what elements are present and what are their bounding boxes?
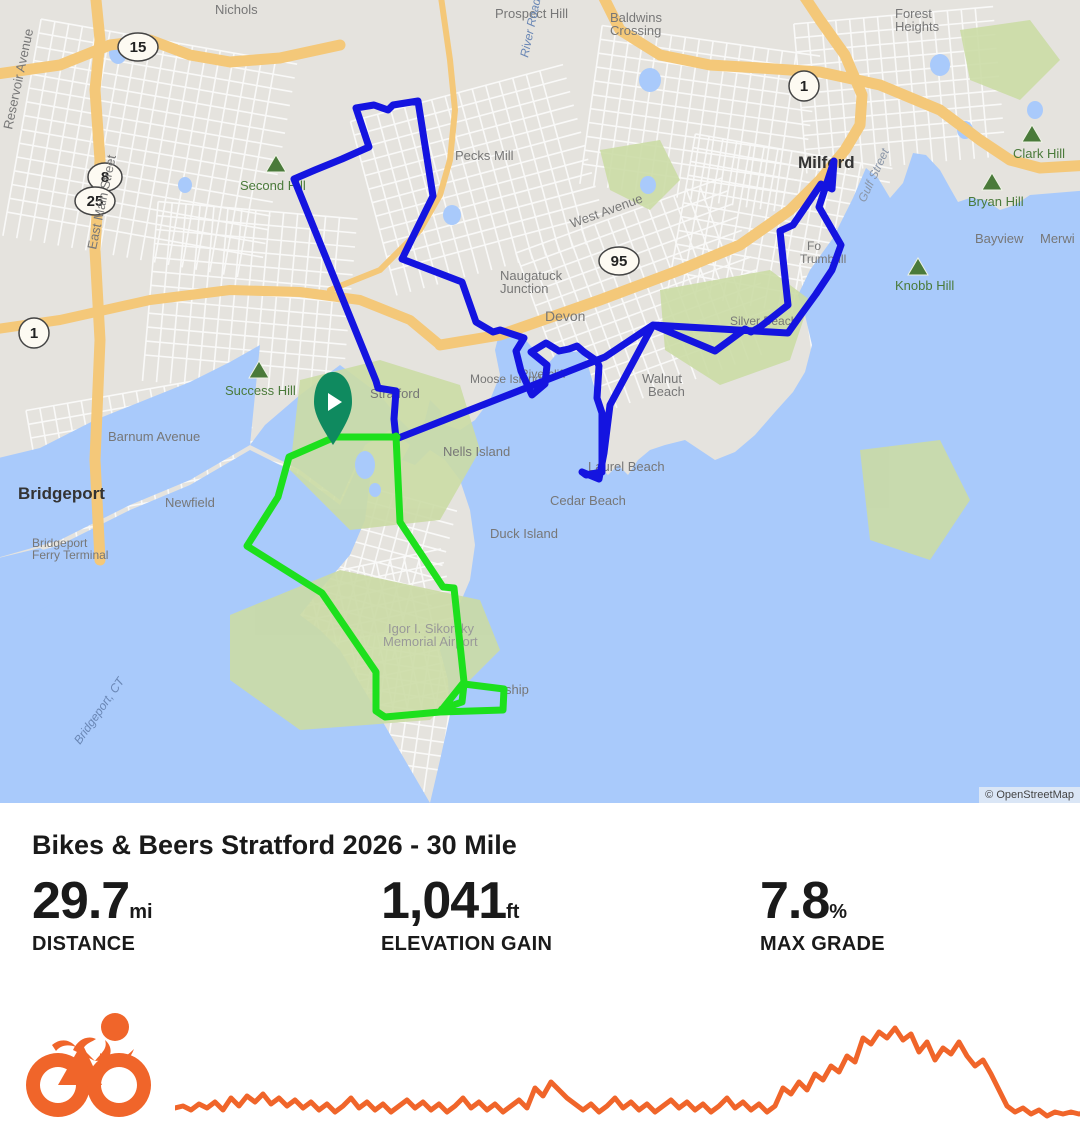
svg-text:Duck Island: Duck Island xyxy=(490,526,558,541)
svg-text:Crossing: Crossing xyxy=(610,23,661,38)
svg-text:Fo: Fo xyxy=(807,239,821,253)
svg-text:Beach: Beach xyxy=(648,384,685,399)
svg-text:Milford: Milford xyxy=(798,153,855,172)
svg-text:Devon: Devon xyxy=(545,308,585,324)
svg-text:15: 15 xyxy=(130,39,147,56)
svg-text:Heights: Heights xyxy=(895,19,940,34)
svg-text:ship: ship xyxy=(505,682,529,697)
svg-text:Pecks Mill: Pecks Mill xyxy=(455,148,514,163)
svg-text:Bridgeport: Bridgeport xyxy=(18,484,105,503)
svg-text:Nichols: Nichols xyxy=(215,2,258,17)
svg-text:Bayview: Bayview xyxy=(975,231,1024,246)
svg-text:Ferry Terminal: Ferry Terminal xyxy=(32,548,108,562)
svg-text:Junction: Junction xyxy=(500,281,548,296)
svg-text:95: 95 xyxy=(611,253,628,270)
svg-text:Clark Hill: Clark Hill xyxy=(1013,146,1065,161)
svg-text:Cedar Beach: Cedar Beach xyxy=(550,493,626,508)
svg-text:Nells Island: Nells Island xyxy=(443,444,510,459)
svg-text:Newfield: Newfield xyxy=(165,495,215,510)
svg-text:Success Hill: Success Hill xyxy=(225,383,296,398)
svg-text:Knobb Hill: Knobb Hill xyxy=(895,278,954,293)
svg-text:1: 1 xyxy=(30,325,38,342)
svg-text:Bryan Hill: Bryan Hill xyxy=(968,194,1024,209)
svg-text:Merwi: Merwi xyxy=(1040,231,1075,246)
svg-text:1: 1 xyxy=(800,78,808,95)
svg-text:Memorial Airport: Memorial Airport xyxy=(383,634,478,649)
svg-text:Barnum Avenue: Barnum Avenue xyxy=(108,429,200,444)
